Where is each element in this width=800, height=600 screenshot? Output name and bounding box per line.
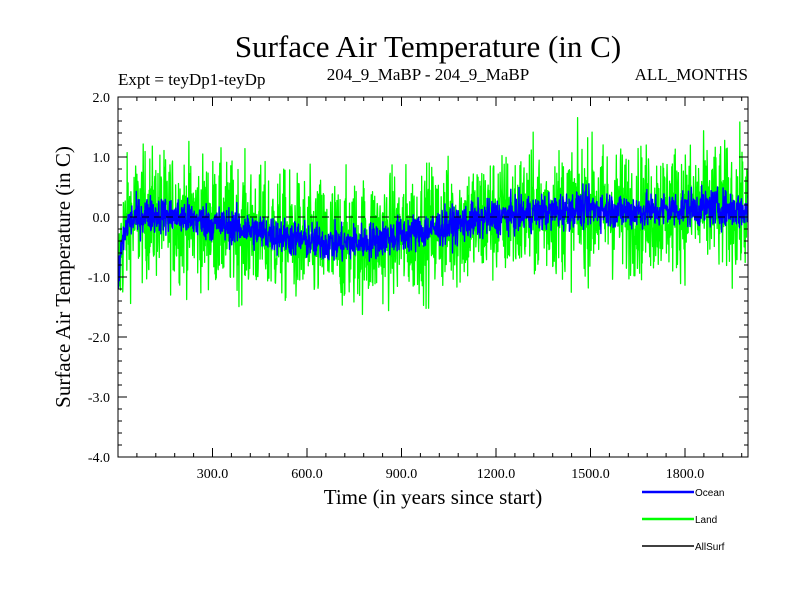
axes: 300.0 600.0 900.0 1200.0 1500.0 1800.0 2.0 1.0 0…	[88, 91, 749, 482]
y-tick-label: -4.0	[88, 451, 110, 466]
x-tick-label: 1800.0	[666, 467, 705, 482]
series-line-ocean	[118, 183, 748, 289]
chart-title: Surface Air Temperature (in C)	[235, 29, 621, 64]
y-tick-label: -3.0	[88, 391, 110, 406]
months-label: ALL_MONTHS	[635, 65, 748, 84]
x-tick-label: 600.0	[291, 467, 323, 482]
x-tick-label: 300.0	[197, 467, 229, 482]
y-tick-label: 2.0	[93, 91, 111, 106]
x-tick-label: 1500.0	[571, 467, 610, 482]
legend-label-land: Land	[695, 515, 717, 526]
y-tick-label: -2.0	[88, 331, 110, 346]
period-label: 204_9_MaBP - 204_9_MaBP	[327, 65, 529, 84]
plot-frame	[117, 96, 749, 458]
legend: Ocean Land AllSurf	[642, 488, 725, 553]
x-tick-label: 900.0	[386, 467, 418, 482]
y-tick-label: 1.0	[93, 151, 111, 166]
y-tick-label: -1.0	[88, 271, 110, 286]
x-axis-label: Time (in years since start)	[324, 485, 543, 509]
plot-area	[118, 117, 748, 316]
y-tick-label: 0.0	[93, 211, 111, 226]
legend-label-allsurf: AllSurf	[695, 542, 725, 553]
y-axis-label: Surface Air Temperature (in C)	[51, 146, 75, 408]
x-tick-label: 1200.0	[477, 467, 516, 482]
legend-label-ocean: Ocean	[695, 488, 724, 499]
experiment-label: Expt = teyDp1-teyDp	[118, 70, 265, 89]
